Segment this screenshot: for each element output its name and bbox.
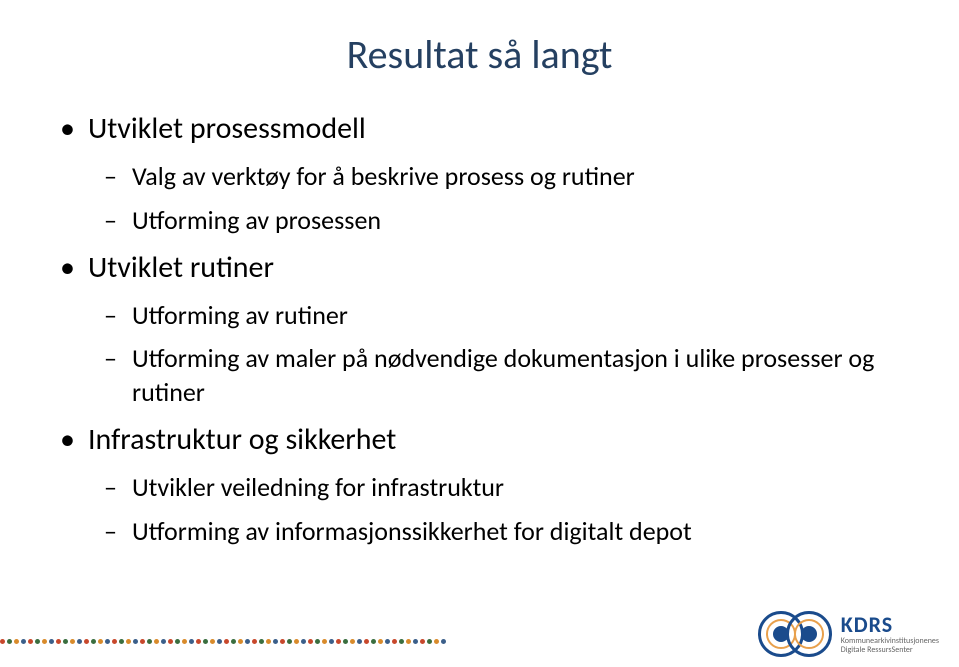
bullet-item: Utviklet rutiner bbox=[60, 248, 909, 287]
content-area: Utviklet prosessmodell Valg av verktøy f… bbox=[50, 109, 909, 549]
bullet-item: Infrastruktur og sikkerhet bbox=[60, 420, 909, 459]
bullet-item: Utforming av informasjonssikkerhet for d… bbox=[60, 515, 909, 549]
bullet-item: Utviklet prosessmodell bbox=[60, 109, 909, 148]
decorative-dots bbox=[0, 639, 450, 645]
logo-text: KDRS Kommunearkivinstitusjonenes Digital… bbox=[841, 613, 939, 655]
bullet-item: Valg av verktøy for å beskrive prosess o… bbox=[60, 160, 909, 194]
bullet-item: Utforming av maler på nødvendige dokumen… bbox=[60, 342, 909, 410]
footer: KDRS Kommunearkivinstitusjonenes Digital… bbox=[0, 597, 959, 667]
slide-title: Resultat så langt bbox=[50, 30, 909, 79]
bullet-item: Utforming av prosessen bbox=[60, 204, 909, 238]
logo-acronym: KDRS bbox=[841, 613, 939, 637]
bullet-item: Utvikler veiledning for infrastruktur bbox=[60, 471, 909, 505]
bullet-item: Utforming av rutiner bbox=[60, 299, 909, 333]
logo: KDRS Kommunearkivinstitusjonenes Digital… bbox=[758, 611, 939, 657]
logo-subtitle-2: Digitale RessursSenter bbox=[841, 646, 939, 655]
slide-container: Resultat så langt Utviklet prosessmodell… bbox=[0, 0, 959, 667]
logo-icon bbox=[758, 611, 833, 657]
